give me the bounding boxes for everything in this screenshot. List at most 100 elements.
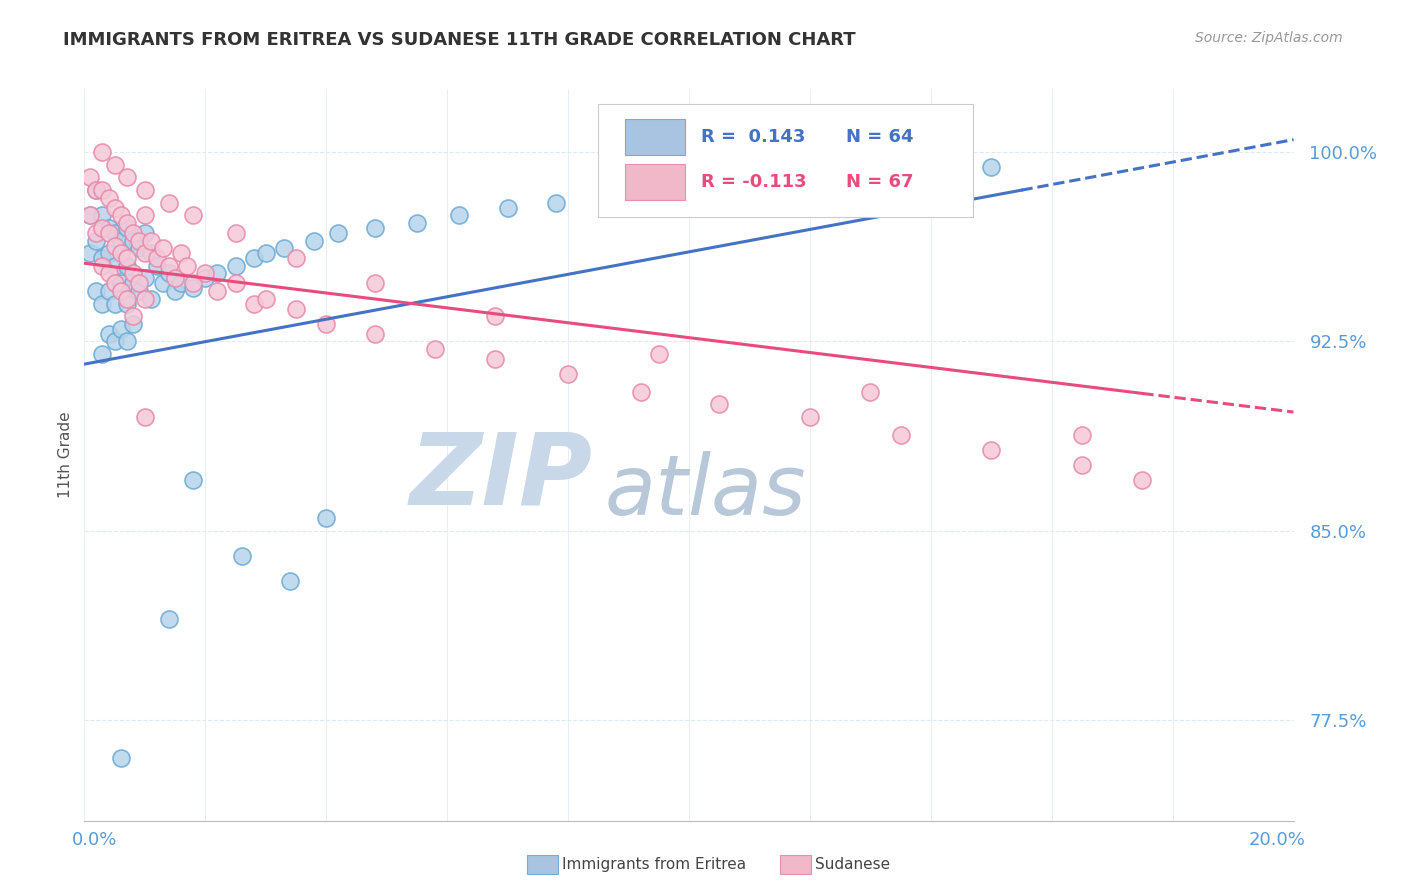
Point bbox=[121, 234, 143, 248]
Point bbox=[86, 183, 108, 197]
Point bbox=[225, 259, 247, 273]
Point bbox=[121, 317, 143, 331]
Point bbox=[363, 277, 385, 291]
Point bbox=[134, 208, 156, 222]
Point bbox=[225, 226, 247, 240]
Point bbox=[146, 259, 169, 273]
Point bbox=[104, 238, 127, 252]
Point bbox=[134, 271, 156, 285]
Point bbox=[157, 612, 180, 626]
Point bbox=[648, 347, 671, 361]
Point bbox=[799, 410, 821, 425]
Point bbox=[278, 574, 301, 588]
Point bbox=[79, 170, 101, 185]
Point bbox=[97, 266, 120, 280]
Text: N = 64: N = 64 bbox=[846, 128, 914, 145]
Point bbox=[134, 226, 156, 240]
Text: Source: ZipAtlas.com: Source: ZipAtlas.com bbox=[1195, 31, 1343, 45]
Point bbox=[121, 226, 143, 240]
Point bbox=[91, 208, 114, 222]
Point bbox=[152, 241, 174, 255]
Point bbox=[134, 410, 156, 425]
Point bbox=[152, 277, 174, 291]
Point bbox=[859, 384, 882, 399]
Point bbox=[496, 201, 519, 215]
Point bbox=[980, 442, 1002, 457]
Point bbox=[104, 158, 127, 172]
Point bbox=[157, 259, 180, 273]
Point bbox=[665, 183, 688, 197]
Point bbox=[363, 221, 385, 235]
Text: N = 67: N = 67 bbox=[846, 173, 914, 191]
Point bbox=[139, 234, 162, 248]
Text: Immigrants from Eritrea: Immigrants from Eritrea bbox=[562, 857, 747, 871]
Point bbox=[139, 292, 162, 306]
Point bbox=[207, 284, 229, 298]
Point bbox=[285, 301, 308, 316]
Point bbox=[890, 427, 912, 442]
Point bbox=[104, 226, 127, 240]
Point bbox=[91, 296, 114, 310]
Point bbox=[97, 284, 120, 298]
Text: R = -0.113: R = -0.113 bbox=[702, 173, 807, 191]
Point bbox=[104, 277, 127, 291]
Point bbox=[115, 334, 138, 349]
Point bbox=[254, 292, 277, 306]
Point bbox=[194, 271, 217, 285]
Bar bbox=[624, 164, 685, 200]
Point bbox=[110, 284, 132, 298]
Point bbox=[115, 221, 138, 235]
Point bbox=[254, 246, 277, 260]
Point bbox=[104, 259, 127, 273]
Point bbox=[134, 292, 156, 306]
Point bbox=[86, 183, 108, 197]
Point bbox=[146, 251, 169, 265]
Point bbox=[91, 145, 114, 160]
Point bbox=[110, 322, 132, 336]
Point bbox=[630, 384, 652, 399]
Point bbox=[128, 277, 150, 291]
Text: ZIP: ZIP bbox=[409, 428, 592, 525]
Point bbox=[830, 170, 852, 185]
Point bbox=[121, 309, 143, 323]
Point bbox=[79, 208, 101, 222]
Point bbox=[110, 750, 132, 764]
Point bbox=[110, 277, 132, 291]
Point bbox=[128, 241, 150, 255]
Text: Sudanese: Sudanese bbox=[815, 857, 890, 871]
Point bbox=[91, 259, 114, 273]
Point bbox=[110, 246, 132, 260]
Point bbox=[139, 246, 162, 260]
Point bbox=[91, 221, 114, 235]
Point bbox=[484, 309, 506, 323]
Point bbox=[170, 246, 193, 260]
Point bbox=[165, 284, 187, 298]
Point bbox=[115, 259, 138, 273]
Point bbox=[110, 208, 132, 222]
Point bbox=[738, 178, 761, 192]
Y-axis label: 11th Grade: 11th Grade bbox=[58, 411, 73, 499]
Point bbox=[363, 326, 385, 341]
Point bbox=[104, 201, 127, 215]
Point bbox=[104, 296, 127, 310]
Point bbox=[128, 234, 150, 248]
Point bbox=[97, 221, 120, 235]
Point bbox=[1071, 427, 1094, 442]
FancyBboxPatch shape bbox=[599, 103, 973, 218]
Point bbox=[406, 216, 429, 230]
Point bbox=[315, 317, 337, 331]
Point bbox=[544, 195, 567, 210]
Point bbox=[128, 284, 150, 298]
Point bbox=[709, 397, 731, 411]
Point bbox=[79, 246, 101, 260]
Point bbox=[231, 549, 253, 563]
Point bbox=[423, 342, 446, 356]
Point bbox=[170, 277, 193, 291]
Point bbox=[484, 352, 506, 367]
Point bbox=[181, 208, 204, 222]
Point bbox=[907, 165, 929, 179]
Point bbox=[110, 234, 132, 248]
Point bbox=[115, 251, 138, 265]
Point bbox=[86, 226, 108, 240]
Text: atlas: atlas bbox=[605, 451, 806, 532]
